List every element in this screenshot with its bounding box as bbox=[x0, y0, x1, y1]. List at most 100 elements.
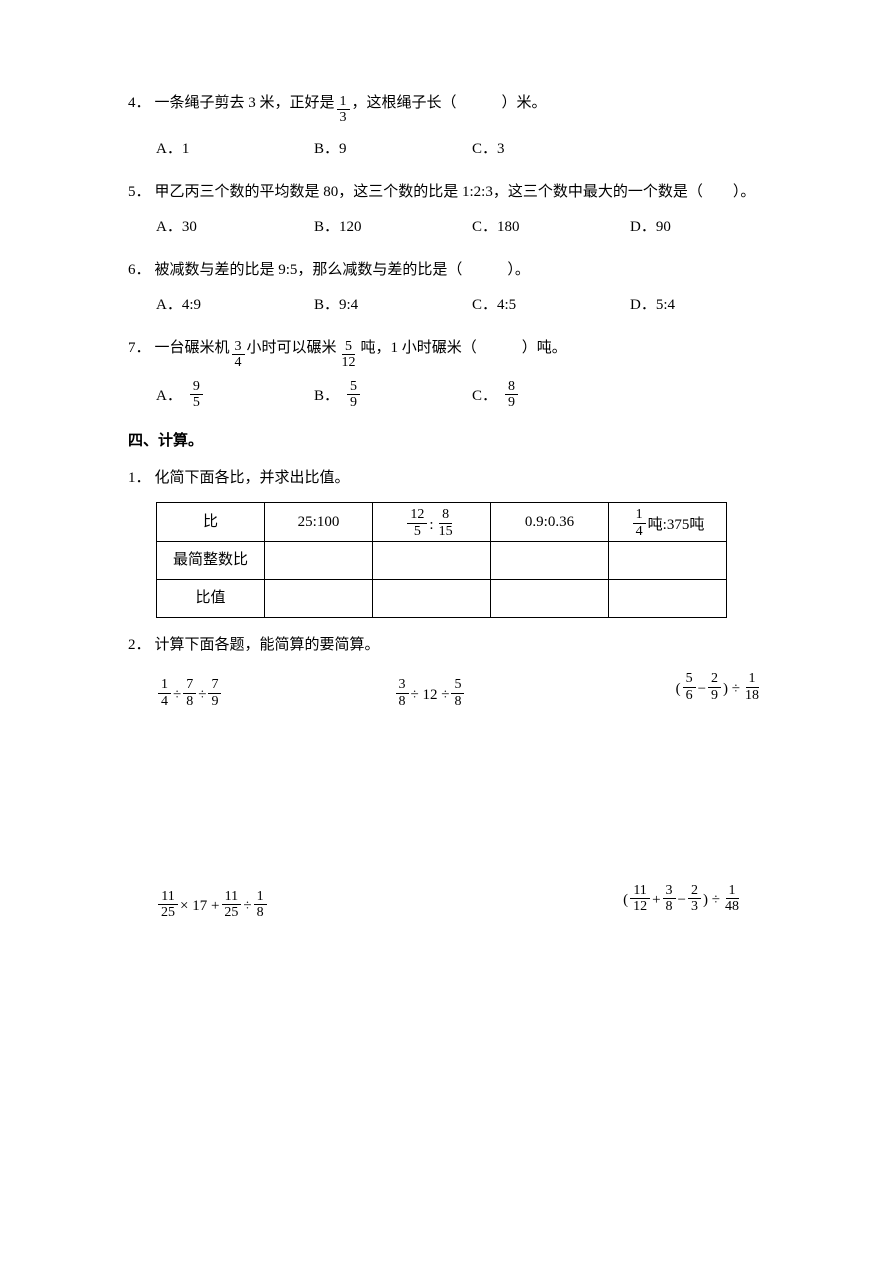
q7-opt-b-label: B． bbox=[314, 383, 339, 410]
q4-options: A．1 B．9 C．3 bbox=[128, 136, 764, 163]
calc-2a: 1125 × 17 + 1125 ÷ 18 bbox=[156, 885, 450, 923]
q4-option-c: C．3 bbox=[472, 136, 630, 163]
frac-numerator: 1 bbox=[746, 671, 759, 687]
frac-denominator: 9 bbox=[505, 395, 518, 410]
frac-denominator: 25 bbox=[158, 905, 178, 920]
frac-numerator: 1 bbox=[337, 94, 350, 110]
expr-fraction: 1125 bbox=[221, 889, 241, 921]
expr-fraction: 148 bbox=[722, 883, 742, 915]
frac-denominator: 4 bbox=[232, 355, 245, 370]
frac-numerator: 7 bbox=[183, 677, 196, 693]
frac-numerator: 11 bbox=[158, 889, 177, 905]
frac-numerator: 1 bbox=[158, 677, 171, 693]
cell-ton-ratio: 1 4 吨:375吨 bbox=[609, 503, 727, 542]
empty-cell bbox=[491, 580, 609, 618]
col5-frac: 1 4 bbox=[633, 507, 646, 539]
expr-text: ) ÷ bbox=[723, 676, 740, 703]
frac-numerator: 7 bbox=[208, 677, 221, 693]
question-4-text: 4． 一条绳子剪去 3 米，正好是 1 3 ，这根绳子长（ ）米。 bbox=[128, 90, 764, 128]
q6-text: 被减数与差的比是 9:5，那么减数与差的比是（ ）。 bbox=[155, 262, 530, 278]
subquestion-2: 2．计算下面各题，能简算的要简算。 bbox=[128, 632, 764, 659]
expr-text: ÷ 12 ÷ bbox=[411, 682, 450, 709]
q4-fraction: 1 3 bbox=[337, 94, 350, 126]
q6-option-b: B．9:4 bbox=[314, 292, 472, 319]
table-row-simplest: 最简整数比 bbox=[157, 542, 727, 580]
frac-denominator: 8 bbox=[663, 899, 676, 914]
q5-options: A．30 B．120 C．180 D．90 bbox=[128, 214, 764, 241]
frac-numerator: 11 bbox=[222, 889, 241, 905]
expr-text: ÷ bbox=[243, 893, 251, 920]
frac-numerator: 3 bbox=[396, 677, 409, 693]
expr-text: + bbox=[652, 887, 660, 914]
expr-text: ( bbox=[676, 676, 681, 703]
calc-spacer bbox=[128, 711, 764, 871]
header-value: 比值 bbox=[157, 580, 265, 618]
frac-denominator: 4 bbox=[633, 524, 646, 539]
q6-options: A．4:9 B．9:4 C．4:5 D．5:4 bbox=[128, 292, 764, 319]
expr-text: ÷ bbox=[173, 682, 181, 709]
expr-text: ÷ bbox=[198, 682, 206, 709]
frac-numerator: 8 bbox=[505, 379, 518, 395]
q4-text-after: ，这根绳子长（ ）米。 bbox=[352, 90, 547, 117]
cell-25-100: 25:100 bbox=[265, 503, 373, 542]
frac-numerator: 12 bbox=[407, 507, 427, 523]
table-row-header: 比 25:100 12 5 : 8 15 0.9:0.36 1 4 bbox=[157, 503, 727, 542]
frac-numerator: 9 bbox=[190, 379, 203, 395]
frac-denominator: 8 bbox=[254, 905, 267, 920]
expr-fraction: 1125 bbox=[158, 889, 178, 921]
q5-option-c: C．180 bbox=[472, 214, 630, 241]
cell-frac-ratio: 12 5 : 8 15 bbox=[373, 503, 491, 542]
frac-denominator: 18 bbox=[742, 688, 762, 703]
col3-sep: : bbox=[429, 512, 433, 539]
frac-denominator: 6 bbox=[683, 688, 696, 703]
q4-option-a: A．1 bbox=[156, 136, 314, 163]
empty-cell bbox=[373, 580, 491, 618]
expr-fraction: 58 bbox=[451, 677, 464, 709]
frac-numerator: 2 bbox=[708, 671, 721, 687]
q4-option-b: B．9 bbox=[314, 136, 472, 163]
frac-denominator: 12 bbox=[630, 899, 650, 914]
sq1-text: 化简下面各比，并求出比值。 bbox=[155, 470, 350, 486]
expr-fraction: 1112 bbox=[630, 883, 650, 915]
sq2-number: 2． bbox=[128, 637, 151, 653]
expr-fraction: 14 bbox=[158, 677, 171, 709]
question-7: 7． 一台碾米机 3 4 小时可以碾米 5 12 吨，1 小时碾米（ ）吨。 A… bbox=[128, 335, 764, 413]
empty-cell bbox=[373, 542, 491, 580]
q6-number: 6． bbox=[128, 262, 151, 278]
frac-denominator: 9 bbox=[208, 694, 221, 709]
empty-cell bbox=[491, 542, 609, 580]
calc-1c: (56 − 29) ÷ 118 bbox=[581, 673, 764, 711]
q7-opt-a-frac: 9 5 bbox=[190, 379, 203, 411]
calc-1a: 14 ÷ 78 ÷ 79 bbox=[156, 673, 339, 711]
q4-number: 4． bbox=[128, 90, 151, 117]
question-5: 5．甲乙丙三个数的平均数是 80，这三个数的比是 1:2:3，这三个数中最大的一… bbox=[128, 179, 764, 241]
frac-denominator: 9 bbox=[708, 688, 721, 703]
expr-fraction: 79 bbox=[208, 677, 221, 709]
question-6: 6．被减数与差的比是 9:5，那么减数与差的比是（ ）。 A．4:9 B．9:4… bbox=[128, 257, 764, 319]
frac-numerator: 5 bbox=[342, 339, 355, 355]
frac-numerator: 3 bbox=[232, 339, 245, 355]
question-5-text: 5．甲乙丙三个数的平均数是 80，这三个数的比是 1:2:3，这三个数中最大的一… bbox=[128, 179, 764, 206]
q7-option-b: B． 5 9 bbox=[314, 381, 472, 413]
expr-text: − bbox=[678, 887, 686, 914]
calc-2b: (1112 + 38 − 23) ÷ 148 bbox=[450, 885, 764, 923]
calc-row-2: 1125 × 17 + 1125 ÷ 18 (1112 + 38 − 23) ÷… bbox=[128, 885, 764, 923]
q7-number: 7． bbox=[128, 335, 151, 362]
expr-fraction: 118 bbox=[742, 671, 762, 703]
q7-opt-a-label: A． bbox=[156, 383, 182, 410]
q7-opt-c-label: C． bbox=[472, 383, 497, 410]
calc-1b: 38 ÷ 12 ÷ 58 bbox=[339, 673, 582, 711]
expr-text: ( bbox=[623, 887, 628, 914]
frac-numerator: 1 bbox=[633, 507, 646, 523]
q6-option-c: C．4:5 bbox=[472, 292, 630, 319]
frac-denominator: 48 bbox=[722, 899, 742, 914]
expr-fraction: 29 bbox=[708, 671, 721, 703]
table-row-value: 比值 bbox=[157, 580, 727, 618]
q7-opt-c-frac: 8 9 bbox=[505, 379, 518, 411]
frac-numerator: 5 bbox=[683, 671, 696, 687]
frac-numerator: 2 bbox=[688, 883, 701, 899]
frac-denominator: 9 bbox=[347, 395, 360, 410]
q7-option-c: C． 8 9 bbox=[472, 381, 630, 413]
q7-frac2: 5 12 bbox=[339, 339, 359, 371]
expr-fraction: 56 bbox=[683, 671, 696, 703]
